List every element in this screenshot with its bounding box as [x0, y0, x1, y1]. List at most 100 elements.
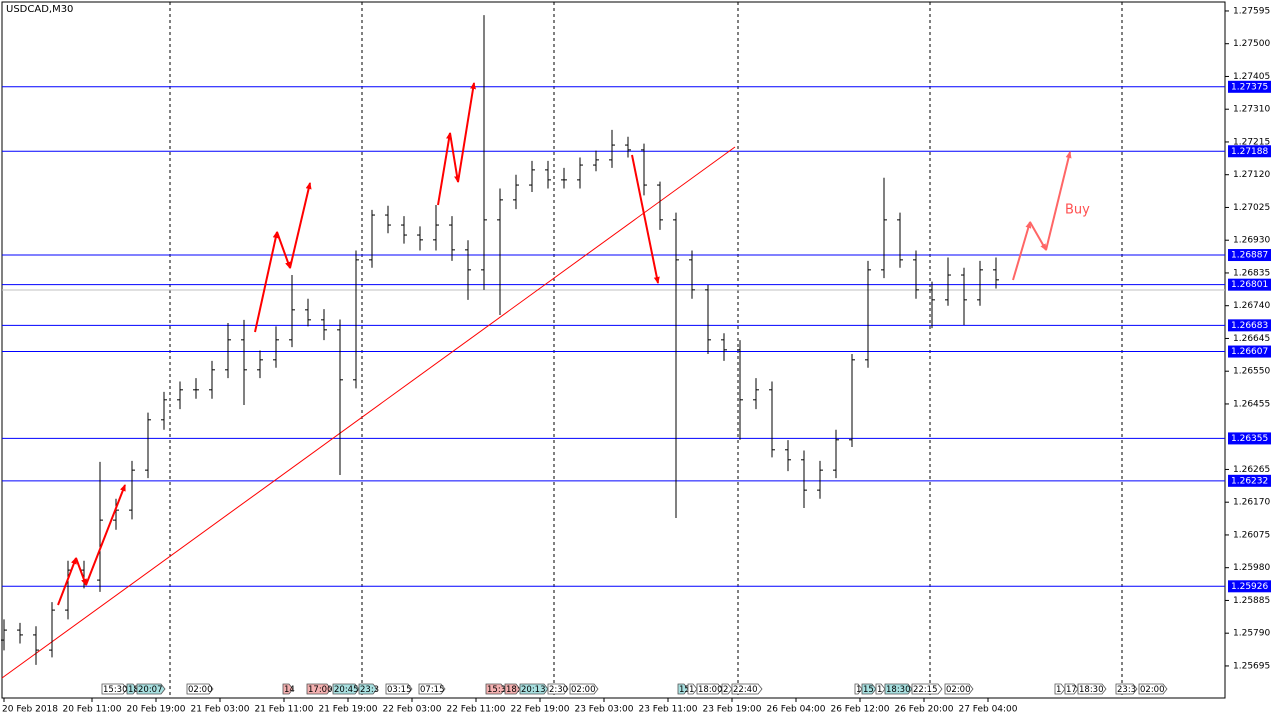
event-tag [101, 683, 128, 695]
y-tick-label: 1.26740 [1233, 301, 1270, 311]
event-label: 2 [723, 685, 728, 695]
level-label-box [1228, 345, 1271, 358]
y-tick-label: 1.25885 [1233, 596, 1270, 606]
event-tag [854, 683, 863, 695]
event-label: 18 [128, 685, 139, 695]
event-label: 14 [284, 685, 295, 695]
level-label-box [1228, 145, 1271, 158]
event-label: 2:30 [549, 685, 568, 695]
event-tag [186, 683, 214, 695]
event-tag [1115, 683, 1138, 695]
event-tag [721, 683, 733, 695]
event-label: 02:00 [1140, 685, 1165, 695]
level-label: 1.26607 [1231, 347, 1268, 357]
event-tag [519, 683, 549, 695]
arrows [57, 82, 660, 606]
y-tick-label: 1.27500 [1233, 39, 1270, 49]
level-label: 1.27188 [1231, 147, 1268, 157]
x-tick-label: 21 Feb 03:00 [190, 705, 249, 715]
x-tick-label: 22 Feb 19:00 [510, 705, 569, 715]
trend-line [1, 146, 736, 679]
event-label: 17:00 [308, 685, 333, 695]
arrow [631, 154, 660, 284]
x-tick-label: 26 Feb 12:00 [830, 705, 889, 715]
y-tick-label: 1.25695 [1233, 661, 1270, 671]
x-tick-label: 26 Feb 04:00 [766, 705, 825, 715]
arrow [75, 557, 87, 586]
y-tick-label: 1.25790 [1233, 629, 1270, 639]
levels [2, 86, 1225, 587]
event-label: 20:45 [334, 685, 359, 695]
axes: 1.275951.275001.274051.273101.272151.271… [2, 6, 1271, 715]
arrow [276, 231, 291, 269]
x-tick-label: 20 Feb 19:00 [126, 705, 185, 715]
arrow [457, 82, 477, 183]
x-tick-label: 23 Feb 11:00 [638, 705, 697, 715]
annotation: Buy [1065, 203, 1090, 218]
arrow [1012, 221, 1032, 281]
event-label: 20:13 [521, 685, 546, 695]
level-label-box [1228, 580, 1271, 593]
event-label: 18: [506, 685, 520, 695]
level-label-box [1228, 249, 1271, 262]
event-tag [418, 683, 446, 695]
event-label: 18:00 [698, 685, 723, 695]
x-tick-label: 22 Feb 03:00 [382, 705, 441, 715]
event-label: 22:15 [913, 685, 938, 695]
x-tick-label: 22 Feb 11:00 [446, 705, 505, 715]
level-label-box [1228, 474, 1271, 487]
plot-frame [1, 1, 1226, 699]
event-tag [1138, 683, 1168, 695]
event-label: 15:3 [487, 685, 506, 695]
event-label: 15 [679, 685, 690, 695]
event-tag [547, 683, 569, 695]
y-tick-label: 1.27120 [1233, 170, 1270, 180]
event-tag [358, 683, 378, 695]
y-tick-label: 1.26835 [1233, 268, 1270, 278]
y-tick-label: 1.26170 [1233, 498, 1270, 508]
x-tick-label: 21 Feb 19:00 [318, 705, 377, 715]
event-tag [569, 683, 599, 695]
y-tick-label: 1.27215 [1233, 137, 1270, 147]
y-tick-label: 1.26930 [1233, 236, 1270, 246]
y-tick-label: 1.26075 [1233, 530, 1270, 540]
event-tag [136, 683, 166, 695]
y-tick-label: 1.27405 [1233, 72, 1270, 82]
event-tag [282, 683, 294, 695]
arrow [449, 132, 460, 183]
event-label: 03:15 [387, 685, 412, 695]
arrow [85, 484, 126, 586]
event-label: 02:00 [188, 685, 213, 695]
event-tag [911, 683, 943, 695]
arrow [1045, 151, 1072, 251]
event-label: 07:15 [420, 685, 445, 695]
event-label: 18:30 [1079, 685, 1104, 695]
level-label: 1.26355 [1231, 434, 1268, 444]
x-tick-label: 27 Feb 04:00 [958, 705, 1017, 715]
event-tag [687, 683, 698, 695]
x-tick-label: 23 Feb 03:00 [574, 705, 633, 715]
event-tag [385, 683, 413, 695]
event-label: 1 [856, 685, 861, 695]
y-tick-label: 1.27595 [1233, 6, 1270, 16]
arrow [254, 231, 279, 333]
event-tag [875, 683, 886, 695]
event-label: 1 [689, 685, 694, 695]
level-label: 1.25926 [1231, 582, 1268, 592]
x-tick-label: 26 Feb 20:00 [894, 705, 953, 715]
x-tick-label: 20 Feb 11:00 [62, 705, 121, 715]
level-label-box [1228, 278, 1271, 291]
event-label: 1 [1056, 685, 1061, 695]
level-label: 1.27375 [1231, 82, 1268, 92]
event-label: 02:00 [571, 685, 596, 695]
y-tick-label: 1.26645 [1233, 334, 1270, 344]
x-tick-label: 23 Feb 19:00 [702, 705, 761, 715]
y-tick-label: 1.26455 [1233, 399, 1270, 409]
level-label: 1.26232 [1231, 476, 1268, 486]
level-label: 1.26887 [1231, 251, 1268, 261]
event-label: 1 [877, 685, 882, 695]
y-tick-label: 1.26550 [1233, 367, 1270, 377]
